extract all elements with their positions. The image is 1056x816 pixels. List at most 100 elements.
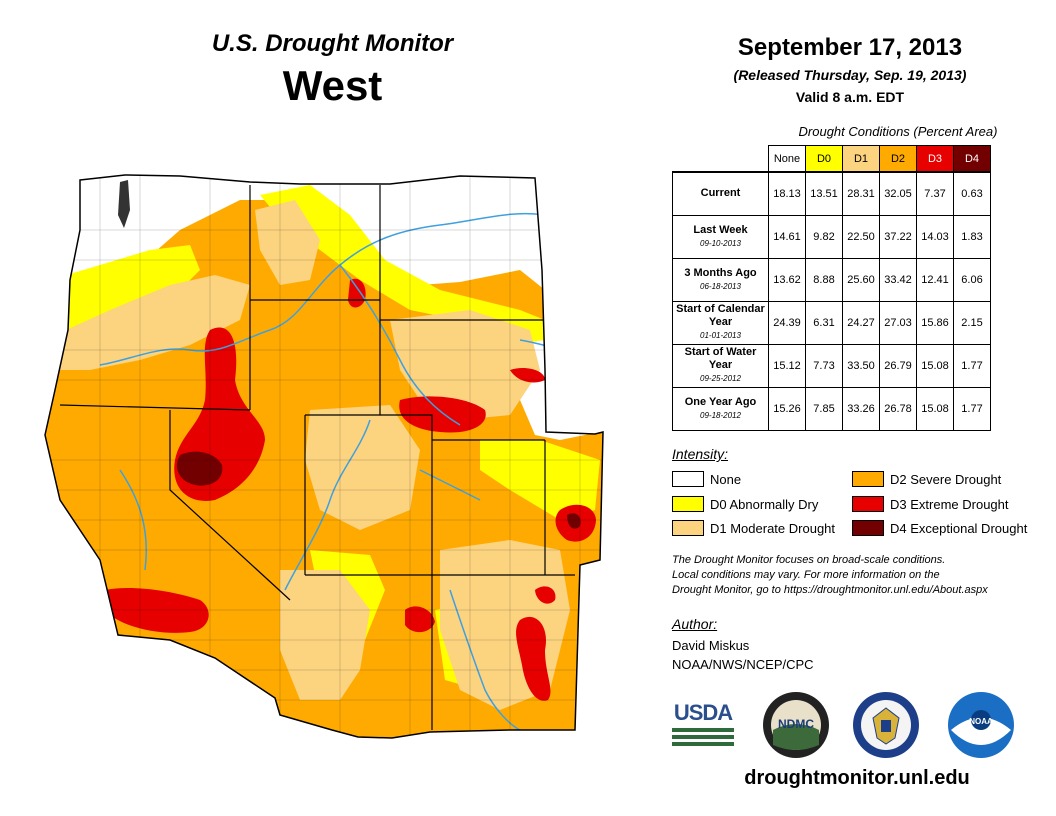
map-date: September 17, 2013: [737, 34, 963, 61]
legend-swatch: [852, 520, 884, 536]
legend-title: Intensity:: [672, 446, 729, 462]
d1-area-idaho: [255, 200, 320, 285]
table-cell: 15.86: [916, 300, 954, 345]
table-cell: 22.50: [842, 214, 880, 259]
table-caption: Drought Conditions (Percent Area): [798, 124, 998, 139]
table-cell: 33.50: [842, 343, 880, 388]
row-label: One Year Ago 09-18-2012: [672, 386, 769, 431]
table-cell: 37.22: [879, 214, 917, 259]
table-cell: 1.83: [953, 214, 991, 259]
table-cell: 6.06: [953, 257, 991, 302]
row-label: 3 Months Ago 06-18-2013: [672, 257, 769, 302]
legend-item-d4: D4 Exceptional Drought: [852, 519, 1027, 537]
d1-area-utah: [305, 405, 420, 530]
table-cell: 15.12: [768, 343, 806, 388]
svg-text:NOAA: NOAA: [969, 717, 993, 726]
legend-item-d3: D3 Extreme Drought: [852, 495, 1009, 513]
table-cell: 15.08: [916, 343, 954, 388]
table-cell: 8.88: [805, 257, 843, 302]
table-cell: 32.05: [879, 171, 917, 216]
table-cell: 13.51: [805, 171, 843, 216]
col-d3: D3: [916, 145, 954, 173]
legend-item-none: None: [672, 470, 741, 488]
d1-area-northwest: [55, 275, 250, 370]
disclaimer-note: The Drought Monitor focuses on broad-sca…: [672, 554, 988, 596]
d1-area-newmexico: [440, 540, 570, 710]
table-cell: 24.39: [768, 300, 806, 345]
drought-conditions-table: None D0 D1 D2 D3 D4 Current 18.13 13.51 …: [672, 145, 991, 431]
svg-text:NDMC: NDMC: [778, 717, 814, 731]
table-cell: 12.41: [916, 257, 954, 302]
legend-swatch: [852, 496, 884, 512]
release-date: (Released Thursday, Sep. 19, 2013): [733, 67, 967, 83]
valid-time: Valid 8 a.m. EDT: [795, 89, 905, 105]
row-label: Start of Calendar Year 01-01-2013: [672, 300, 769, 345]
legend-swatch: [672, 496, 704, 512]
ndmc-logo: NDMC: [763, 692, 829, 758]
row-label: Current: [672, 171, 769, 216]
col-d4: D4: [953, 145, 991, 173]
table-cell: 14.61: [768, 214, 806, 259]
table-cell: 33.26: [842, 386, 880, 431]
table-cell: 15.08: [916, 386, 954, 431]
table-row: Last Week 09-10-2013 14.61 9.82 22.50 37.…: [672, 214, 991, 259]
table-cell: 24.27: [842, 300, 880, 345]
d1-area-arizona: [280, 570, 370, 700]
col-d2: D2: [879, 145, 917, 173]
table-cell: 13.62: [768, 257, 806, 302]
west-region-outline: [44, 174, 604, 739]
website-link[interactable]: droughtmonitor.unl.edu: [744, 767, 970, 789]
col-d0: D0: [805, 145, 843, 173]
puget-islands: [118, 180, 130, 228]
row-label: Last Week 09-10-2013: [672, 214, 769, 259]
d3-area-california: [100, 588, 209, 633]
table-cell: 1.77: [953, 386, 991, 431]
noaa-logo: NOAA: [948, 692, 1014, 758]
table-row: Current 18.13 13.51 28.31 32.05 7.37 0.6…: [672, 171, 991, 216]
legend-item-d0: D0 Abnormally Dry: [672, 495, 818, 513]
table-cell: 26.78: [879, 386, 917, 431]
table-cell: 25.60: [842, 257, 880, 302]
state-borders: [59, 185, 575, 730]
col-d1: D1: [842, 145, 880, 173]
table-row: Start of Water Year 09-25-2012 15.12 7.73…: [672, 343, 991, 388]
table-cell: 26.79: [879, 343, 917, 388]
d0-area-northwest: [45, 245, 200, 335]
commerce-seal: [853, 692, 919, 758]
d1-area-wyoming: [390, 310, 540, 420]
legend-swatch: [672, 471, 704, 487]
table-row: 3 Months Ago 06-18-2013 13.62 8.88 25.60 …: [672, 257, 991, 302]
author-org: NOAA/NWS/NCEP/CPC: [672, 657, 814, 672]
table-cell: 1.77: [953, 343, 991, 388]
table-cell: 15.26: [768, 386, 806, 431]
legend-item-d1: D1 Moderate Drought: [672, 519, 835, 537]
d3-area-oklahoma: [510, 368, 545, 383]
col-none: None: [768, 145, 806, 173]
table-cell: 33.42: [879, 257, 917, 302]
table-cell: 7.37: [916, 171, 954, 216]
usda-logo: USDA: [670, 700, 736, 748]
d3-area-wyoming: [399, 396, 486, 433]
d4-area-kansas: [567, 513, 581, 529]
legend-swatch: [852, 471, 884, 487]
legend-item-d2: D2 Severe Drought: [852, 470, 1001, 488]
monitor-title: U.S. Drought Monitor: [211, 30, 454, 57]
d3-area-texas-panhandle: [535, 586, 556, 604]
row-label: Start of Water Year 09-25-2012: [672, 343, 769, 388]
table-cell: 14.03: [916, 214, 954, 259]
drought-map: [44, 174, 604, 739]
table-cell: 9.82: [805, 214, 843, 259]
table-cell: 0.63: [953, 171, 991, 216]
region-title: West: [282, 62, 383, 109]
table-corner: [673, 146, 769, 173]
legend-swatch: [672, 520, 704, 536]
county-borders: [45, 175, 603, 738]
table-cell: 27.03: [879, 300, 917, 345]
author-name: David Miskus: [672, 638, 750, 653]
d3-area-newmexico-west: [405, 606, 435, 633]
author-title: Author:: [672, 616, 718, 632]
table-cell: 7.85: [805, 386, 843, 431]
table-cell: 6.31: [805, 300, 843, 345]
d0-area-montana: [260, 185, 545, 345]
table-cell: 7.73: [805, 343, 843, 388]
